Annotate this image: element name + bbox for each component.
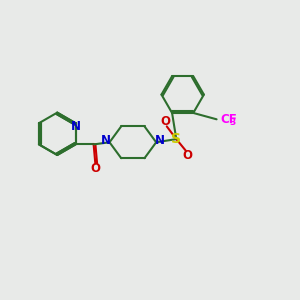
Text: O: O bbox=[182, 149, 192, 162]
Text: O: O bbox=[90, 162, 100, 175]
Text: N: N bbox=[101, 134, 111, 147]
Text: O: O bbox=[160, 115, 170, 128]
Text: N: N bbox=[155, 134, 165, 147]
Text: S: S bbox=[171, 132, 181, 146]
Text: N: N bbox=[71, 120, 81, 133]
Text: 3: 3 bbox=[229, 118, 235, 127]
Text: CF: CF bbox=[220, 113, 237, 126]
